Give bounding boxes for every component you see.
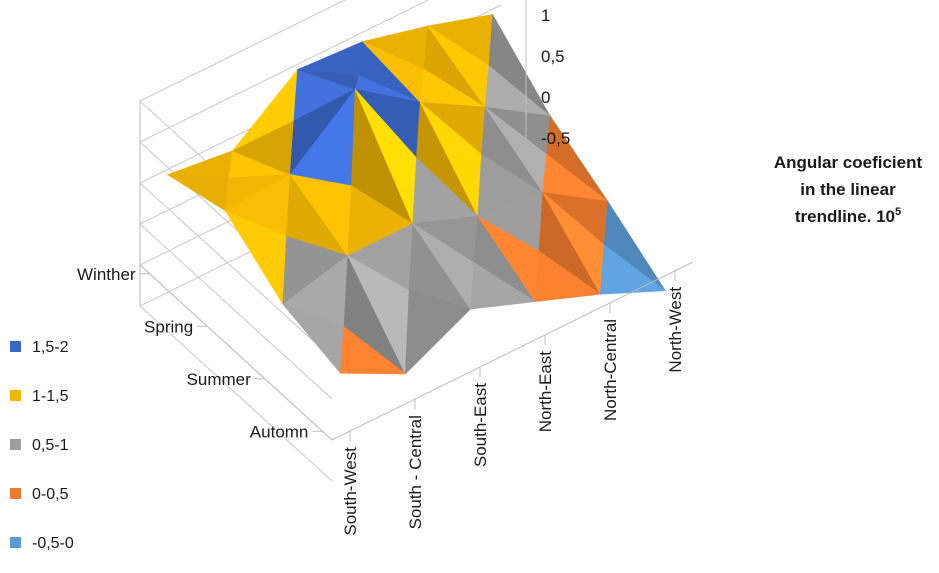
- y-tick-label: Spring: [144, 317, 193, 336]
- legend-swatch: [10, 439, 21, 450]
- x-axis-tick-labels: South-West South - Central South-East North…: [341, 287, 685, 536]
- legend: 1,5-2 1-1,5 0,5-1 0-0,5 -0,5-0: [10, 339, 74, 552]
- z-tick-label: 1: [541, 6, 550, 25]
- legend-label: 1,5-2: [32, 339, 69, 356]
- surface-facet: [405, 290, 471, 375]
- y-axis-line: [139, 264, 333, 441]
- surface-plot: [166, 13, 667, 375]
- legend-label: 1-1,5: [32, 388, 69, 405]
- legend-label: 0-0,5: [32, 486, 69, 503]
- z-axis-tick-labels: 21,510,50-0,5: [541, 6, 570, 148]
- x-tick-label: North-East: [536, 351, 555, 433]
- y-axis-tick-labels: Winther Spring Summer Automn: [77, 265, 308, 442]
- x-tick-label: South-East: [471, 383, 490, 467]
- x-tick-label: South-West: [341, 447, 360, 536]
- surface-facet: [600, 244, 667, 295]
- legend-swatch: [10, 390, 21, 401]
- legend-swatch: [10, 341, 21, 352]
- legend-label: 0,5-1: [32, 437, 69, 454]
- z-axis-title: Angular coeficient in the linear trendline…: [774, 153, 923, 226]
- surface-facet: [340, 326, 407, 375]
- y-tick-label: Automn: [250, 422, 309, 441]
- x-tick-label: South - Central: [406, 415, 425, 529]
- legend-swatch: [10, 537, 21, 548]
- y-tick-label: Winther: [77, 265, 136, 284]
- x-tick-label: North-Central: [601, 319, 620, 421]
- z-axis-title-superscript: 5: [895, 206, 901, 218]
- axes: [139, 0, 694, 442]
- z-tick-label: 0,5: [541, 47, 565, 66]
- surface-facet: [470, 262, 537, 310]
- z-axis-title-line: trendline. 105: [795, 206, 901, 226]
- z-tick-label: 0: [541, 88, 550, 107]
- surface-facet: [535, 250, 602, 302]
- z-axis-title-line: in the linear: [800, 180, 896, 199]
- y-tick-label: Summer: [187, 370, 252, 389]
- legend-swatch: [10, 488, 21, 499]
- z-tick-label: -0,5: [541, 129, 570, 148]
- x-tick-label: North-West: [666, 287, 685, 373]
- x-axis-line: [331, 261, 694, 441]
- z-axis-title-line: Angular coeficient: [774, 153, 923, 172]
- legend-label: -0,5-0: [32, 535, 74, 552]
